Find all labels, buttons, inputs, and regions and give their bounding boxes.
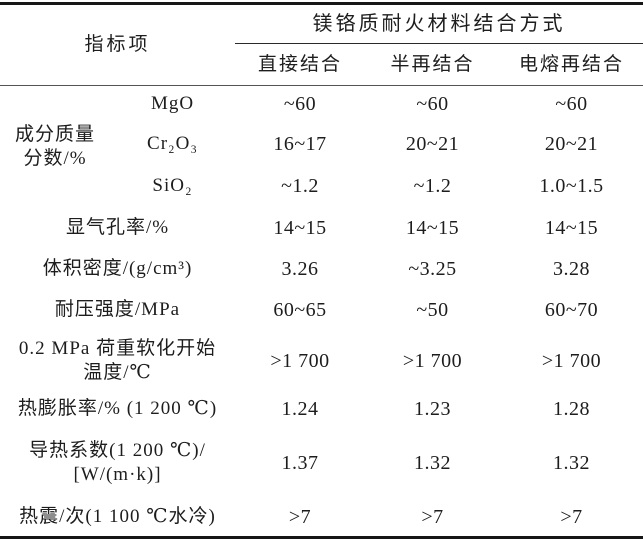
cell-value: ~3.25 <box>408 257 457 280</box>
refractory-properties-table: 指标项 镁铬质耐火材料结合方式 直接结合 半再结合 电熔再结合 成分质量 分数/… <box>0 2 643 539</box>
row-label-line1: 体积密度/(g/cm³) <box>42 257 193 279</box>
row-label-apparent-porosity: 显气孔率/% <box>0 208 235 249</box>
row-label-thermal-shock: 热震/次(1 100 ℃水冷) <box>0 498 235 538</box>
cell-value: >1 700 <box>541 349 602 372</box>
row-label-line1: 0.2 MPa 荷重软化开始 <box>18 337 217 359</box>
cell-value: ~1.2 <box>413 175 452 197</box>
row-label-line1: 耐压强度/MPa <box>54 298 181 320</box>
cell-value: 1.0~1.5 <box>539 175 604 197</box>
row-label-bulk-density: 体积密度/(g/cm³) <box>0 249 235 289</box>
header-indicator: 指标项 <box>84 34 151 55</box>
table-row: 体积密度/(g/cm³) 3.26 ~3.25 3.28 <box>0 249 643 289</box>
cell-value: ~60 <box>555 93 588 116</box>
table-row: 0.2 MPa 荷重软化开始 温度/℃ >1 700 >1 700 >1 700 <box>0 331 643 391</box>
table-row: 热震/次(1 100 ℃水冷) >7 >7 >7 <box>0 498 643 538</box>
column-header-fused-rebonded: 电熔再结合 <box>519 53 625 75</box>
table-body: 成分质量 分数/% MgO ~60 ~60 ~60 Cr₂O₃ 16~17 20… <box>0 86 643 538</box>
cell-value: ~60 <box>416 93 449 116</box>
component-label-cr2o3: Cr₂O₃ <box>147 132 198 154</box>
table-row: Cr₂O₃ 16~17 20~21 20~21 <box>0 123 643 165</box>
composition-group-label-line2: 分数/% <box>23 147 87 169</box>
row-label-line1: 热膨胀率/% (1 200 ℃) <box>17 398 218 419</box>
cell-value: 14~15 <box>273 217 327 239</box>
cell-value: 14~15 <box>405 217 460 239</box>
row-label-line2: 温度/℃ <box>83 361 152 383</box>
row-label-cold-crushing-strength: 耐压强度/MPa <box>0 289 235 331</box>
composition-group-label: 成分质量 分数/% <box>0 86 110 208</box>
column-header-semi-rebonded: 半再结合 <box>390 53 475 75</box>
row-label-line1: 导热系数(1 200 ℃)/ <box>29 439 206 461</box>
cell-value: 1.24 <box>281 398 319 420</box>
header-group-title: 镁铬质耐火材料结合方式 <box>235 3 643 44</box>
row-label-thermal-expansion: 热膨胀率/% (1 200 ℃) <box>0 391 235 428</box>
row-label-line1: 热震/次(1 100 ℃水冷) <box>19 505 216 527</box>
cell-value: 60~70 <box>544 298 599 321</box>
row-label-thermal-conductivity: 导热系数(1 200 ℃)/ [W/(m·k)] <box>0 428 235 498</box>
cell-value: 20~21 <box>405 132 460 155</box>
component-label-sio2: SiO₂ <box>152 175 193 196</box>
row-label-line2: [W/(m·k)] <box>73 463 162 485</box>
cell-value: 1.28 <box>553 398 591 420</box>
cell-value: >7 <box>288 505 312 528</box>
component-label-mgo: MgO <box>150 93 195 115</box>
cell-value: 20~21 <box>544 132 599 155</box>
table-row: 导热系数(1 200 ℃)/ [W/(m·k)] 1.37 1.32 1.32 <box>0 428 643 498</box>
composition-group-label-line1: 成分质量 <box>14 123 95 145</box>
cell-value: 1.32 <box>414 451 452 474</box>
cell-value: >1 700 <box>270 349 330 372</box>
cell-value: 3.28 <box>553 257 591 280</box>
row-label-line1: 显气孔率/% <box>65 217 170 238</box>
cell-value: >1 700 <box>402 349 463 372</box>
cell-value: 1.32 <box>553 451 591 474</box>
cell-value: ~60 <box>283 93 317 116</box>
cell-value: >7 <box>560 505 583 528</box>
cell-value: 1.37 <box>281 451 319 474</box>
column-header-direct-bond: 直接结合 <box>258 53 343 75</box>
cell-value: ~50 <box>416 298 449 321</box>
cell-value: >7 <box>421 505 444 528</box>
cell-value: 16~17 <box>273 132 327 155</box>
table-row: 显气孔率/% 14~15 14~15 14~15 <box>0 208 643 249</box>
cell-value: 3.26 <box>281 257 319 280</box>
table-row: 成分质量 分数/% MgO ~60 ~60 ~60 <box>0 86 643 169</box>
cell-value: 14~15 <box>544 217 599 239</box>
row-label-refractoriness-under-load: 0.2 MPa 荷重软化开始 温度/℃ <box>0 331 235 391</box>
cell-value: 1.23 <box>414 398 452 420</box>
table-header: 指标项 镁铬质耐火材料结合方式 直接结合 半再结合 电熔再结合 <box>0 3 643 86</box>
table-row: 热膨胀率/% (1 200 ℃) 1.24 1.23 1.28 <box>0 391 643 428</box>
cell-value: 60~65 <box>273 298 327 321</box>
table-row: 耐压强度/MPa 60~65 ~50 60~70 <box>0 289 643 331</box>
cell-value: ~1.2 <box>281 175 319 197</box>
table-row: SiO₂ ~1.2 ~1.2 1.0~1.5 <box>0 165 643 208</box>
